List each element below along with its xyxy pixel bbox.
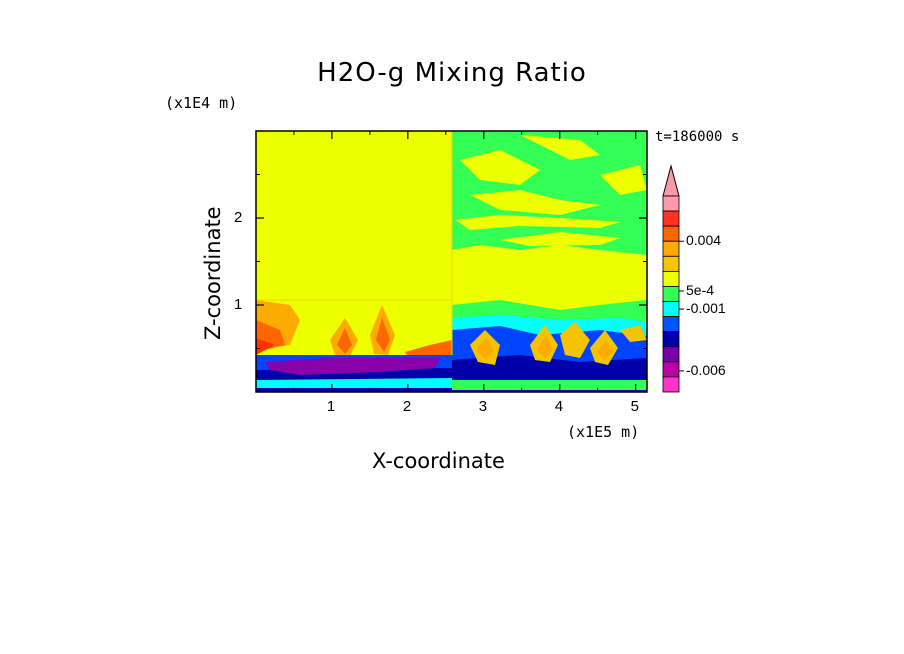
colorbar-tick-label: -0.006: [686, 361, 726, 378]
colorbar-level: [662, 316, 680, 333]
x-tick-label: 5: [630, 398, 639, 415]
colorbar-level: [662, 361, 680, 378]
x-tick-label: 3: [478, 398, 488, 415]
colorbar-level: [662, 286, 680, 302]
y-axis-ticks: [256, 174, 647, 349]
heatmap-field: [256, 131, 647, 392]
colorbar-level: [662, 376, 680, 393]
colorbar-arrow: [662, 164, 680, 197]
colorbar-level: [662, 301, 680, 318]
x-unit-label: (x1E5 m): [567, 423, 640, 441]
x-tick-label: 2: [402, 398, 412, 415]
colorbar-level: [662, 225, 680, 242]
colorbar-level: [662, 331, 680, 348]
y-tick-label: 2: [234, 209, 243, 226]
colorbar-tick-label: 5e-4: [686, 281, 715, 298]
y-axis-label: Z-coordinate: [201, 206, 225, 340]
y-unit-label: (x1E4 m): [165, 94, 238, 112]
y-tick-label: 1: [234, 296, 243, 313]
time-label: t=186000 s: [655, 129, 740, 145]
colorbar-level: [662, 195, 680, 212]
colorbar: [662, 164, 684, 393]
x-axis-label: X-coordinate: [372, 449, 505, 473]
colorbar-tick-label: -0.001: [686, 300, 726, 317]
chart-title: H2O-g Mixing Ratio: [317, 58, 587, 88]
colorbar-level: [662, 270, 680, 287]
colorbar-level: [662, 240, 680, 257]
x-axis-ticks: [293, 131, 637, 392]
colorbar-level: [662, 210, 680, 227]
x-tick-label: 1: [326, 398, 336, 415]
colorbar-level: [662, 346, 680, 363]
x-tick-label: 4: [554, 398, 564, 415]
colorbar-level: [662, 255, 680, 272]
colorbar-tick-label: 0.004: [686, 232, 722, 249]
